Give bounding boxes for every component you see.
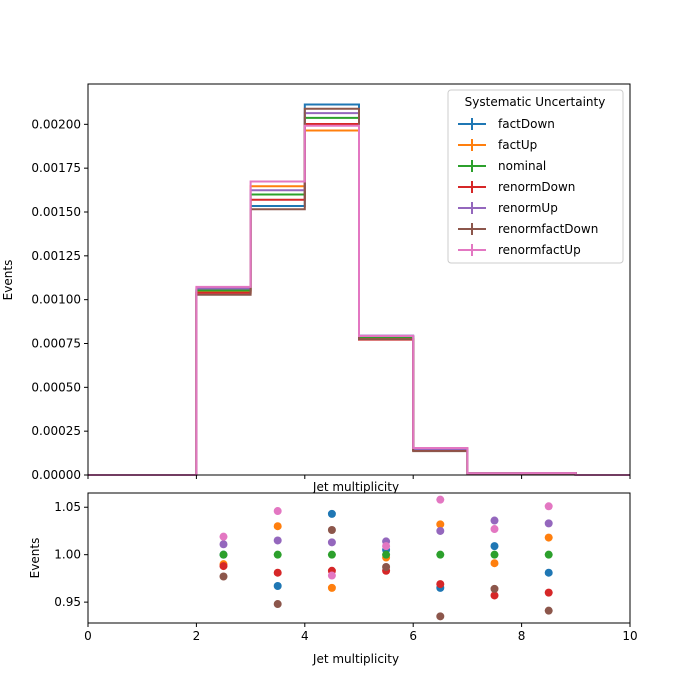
ratio-point-factUp xyxy=(436,520,445,529)
ratio-point-factUp xyxy=(273,522,282,531)
ratio-point-renormfactUp xyxy=(544,502,553,511)
ratio-x-tick-label: 0 xyxy=(84,629,92,643)
ratio-point-factUp xyxy=(544,533,553,542)
legend: Systematic Uncertainty factDown factUp nom… xyxy=(447,89,624,264)
ratio-point-renormfactUp xyxy=(219,532,228,541)
legend-box xyxy=(447,89,624,264)
histogram-y-ticks: 0.00000 0.00025 0.00050 0.00075 0.00100 0.001… xyxy=(31,117,88,482)
ratio-point-nominal xyxy=(544,550,553,559)
ratio-point-renormDown xyxy=(436,580,445,589)
histogram-x-label: Jet multiplicity xyxy=(312,480,399,494)
histogram-x-ticks xyxy=(87,475,631,479)
legend-item-renormfactDown: renormfactDown xyxy=(458,222,598,236)
legend-item-renormfactUp: renormfactUp xyxy=(458,243,581,257)
histogram-y-tick-label: 0.00150 xyxy=(31,205,81,219)
ratio-point-renormDown xyxy=(219,562,228,571)
histogram-y-tick-label: 0.00100 xyxy=(31,293,81,307)
histogram-series xyxy=(88,103,630,476)
histogram-y-tick-label: 0.00125 xyxy=(31,249,81,263)
ratio-x-tick-label: 10 xyxy=(622,629,637,643)
ratio-x-tick-label: 6 xyxy=(409,629,417,643)
histogram-y-label: Events xyxy=(1,260,15,301)
histogram-y-tick-label: 0.00050 xyxy=(31,380,81,394)
ratio-panel: 0.95 1.00 1.05 0 2 4 6 8 10 Events Jet multipli… xyxy=(28,492,638,666)
ratio-point-renormfactDown xyxy=(490,584,499,593)
ratio-point-renormfactDown xyxy=(382,563,391,572)
ratio-point-factDown xyxy=(544,568,553,577)
ratio-point-renormfactUp xyxy=(382,542,391,551)
ratio-point-renormfactDown xyxy=(273,600,282,609)
ratio-x-tick-label: 2 xyxy=(193,629,201,643)
ratio-y-ticks: 0.95 1.00 1.05 xyxy=(54,500,88,609)
legend-item-renormDown: renormDown xyxy=(458,180,575,194)
ratio-point-renormUp xyxy=(436,526,445,535)
ratio-y-tick-label: 0.95 xyxy=(54,595,81,609)
ratio-point-renormfactDown xyxy=(327,526,336,535)
histogram-y-tick-label: 0.00025 xyxy=(31,424,81,438)
ratio-point-nominal xyxy=(490,550,499,559)
ratio-point-renormfactUp xyxy=(327,571,336,580)
ratio-point-factDown xyxy=(327,509,336,518)
ratio-point-renormUp xyxy=(219,540,228,549)
ratio-point-renormUp xyxy=(327,538,336,547)
ratio-point-renormfactUp xyxy=(273,507,282,516)
ratio-y-tick-label: 1.05 xyxy=(54,500,81,514)
ratio-x-ticks: 0 2 4 6 8 10 xyxy=(84,623,638,643)
ratio-point-renormUp xyxy=(490,516,499,525)
ratio-y-tick-label: 1.00 xyxy=(54,548,81,562)
histogram-y-tick-label: 0.00000 xyxy=(31,468,81,482)
ratio-point-renormDown xyxy=(273,568,282,577)
histogram-y-tick-label: 0.00200 xyxy=(31,117,81,131)
histogram-y-tick-label: 0.00175 xyxy=(31,161,81,175)
ratio-point-renormfactUp xyxy=(436,495,445,504)
legend-label: renormDown xyxy=(498,180,575,194)
ratio-x-tick-label: 8 xyxy=(518,629,526,643)
histogram-axes-frame xyxy=(87,83,631,476)
legend-items: factDown factUp nominal renormDown renormUp r… xyxy=(458,117,598,257)
ratio-x-tick-label: 4 xyxy=(301,629,309,643)
ratio-point-renormfactDown xyxy=(219,572,228,581)
ratio-point-renormDown xyxy=(544,588,553,597)
ratio-point-factUp xyxy=(327,583,336,592)
ratio-point-renormDown xyxy=(490,591,499,600)
legend-item-renormUp: renormUp xyxy=(458,201,558,215)
histogram-y-tick-label: 0.00075 xyxy=(31,336,81,350)
legend-label: renormUp xyxy=(498,201,558,215)
ratio-point-renormUp xyxy=(544,519,553,528)
legend-label: factUp xyxy=(498,138,537,152)
legend-item-nominal: nominal xyxy=(458,159,546,173)
ratio-axes-frame xyxy=(87,492,631,624)
ratio-point-nominal xyxy=(219,550,228,559)
legend-label: renormfactDown xyxy=(498,222,598,236)
ratio-point-renormfactDown xyxy=(436,612,445,621)
legend-label: renormfactUp xyxy=(498,243,581,257)
legend-label: factDown xyxy=(498,117,555,131)
legend-label: nominal xyxy=(498,159,546,173)
ratio-point-factDown xyxy=(273,581,282,590)
legend-item-factDown: factDown xyxy=(458,117,555,131)
ratio-point-nominal xyxy=(273,550,282,559)
legend-item-factUp: factUp xyxy=(458,138,537,152)
legend-title: Systematic Uncertainty xyxy=(465,95,606,109)
ratio-point-renormfactUp xyxy=(490,525,499,534)
histogram-step-renormfactUp xyxy=(88,124,630,476)
ratio-point-renormUp xyxy=(273,536,282,545)
histogram-panel: 0.00000 0.00025 0.00050 0.00075 0.00100 0.001… xyxy=(1,83,631,494)
ratio-point-nominal xyxy=(327,550,336,559)
ratio-point-renormfactDown xyxy=(544,606,553,615)
ratio-y-label: Events xyxy=(28,538,42,579)
ratio-point-nominal xyxy=(436,550,445,559)
ratio-x-label: Jet multiplicity xyxy=(312,652,399,666)
ratio-point-factUp xyxy=(490,559,499,568)
ratio-points xyxy=(219,495,553,621)
ratio-point-factDown xyxy=(490,542,499,551)
ratio-point-nominal xyxy=(382,550,391,559)
